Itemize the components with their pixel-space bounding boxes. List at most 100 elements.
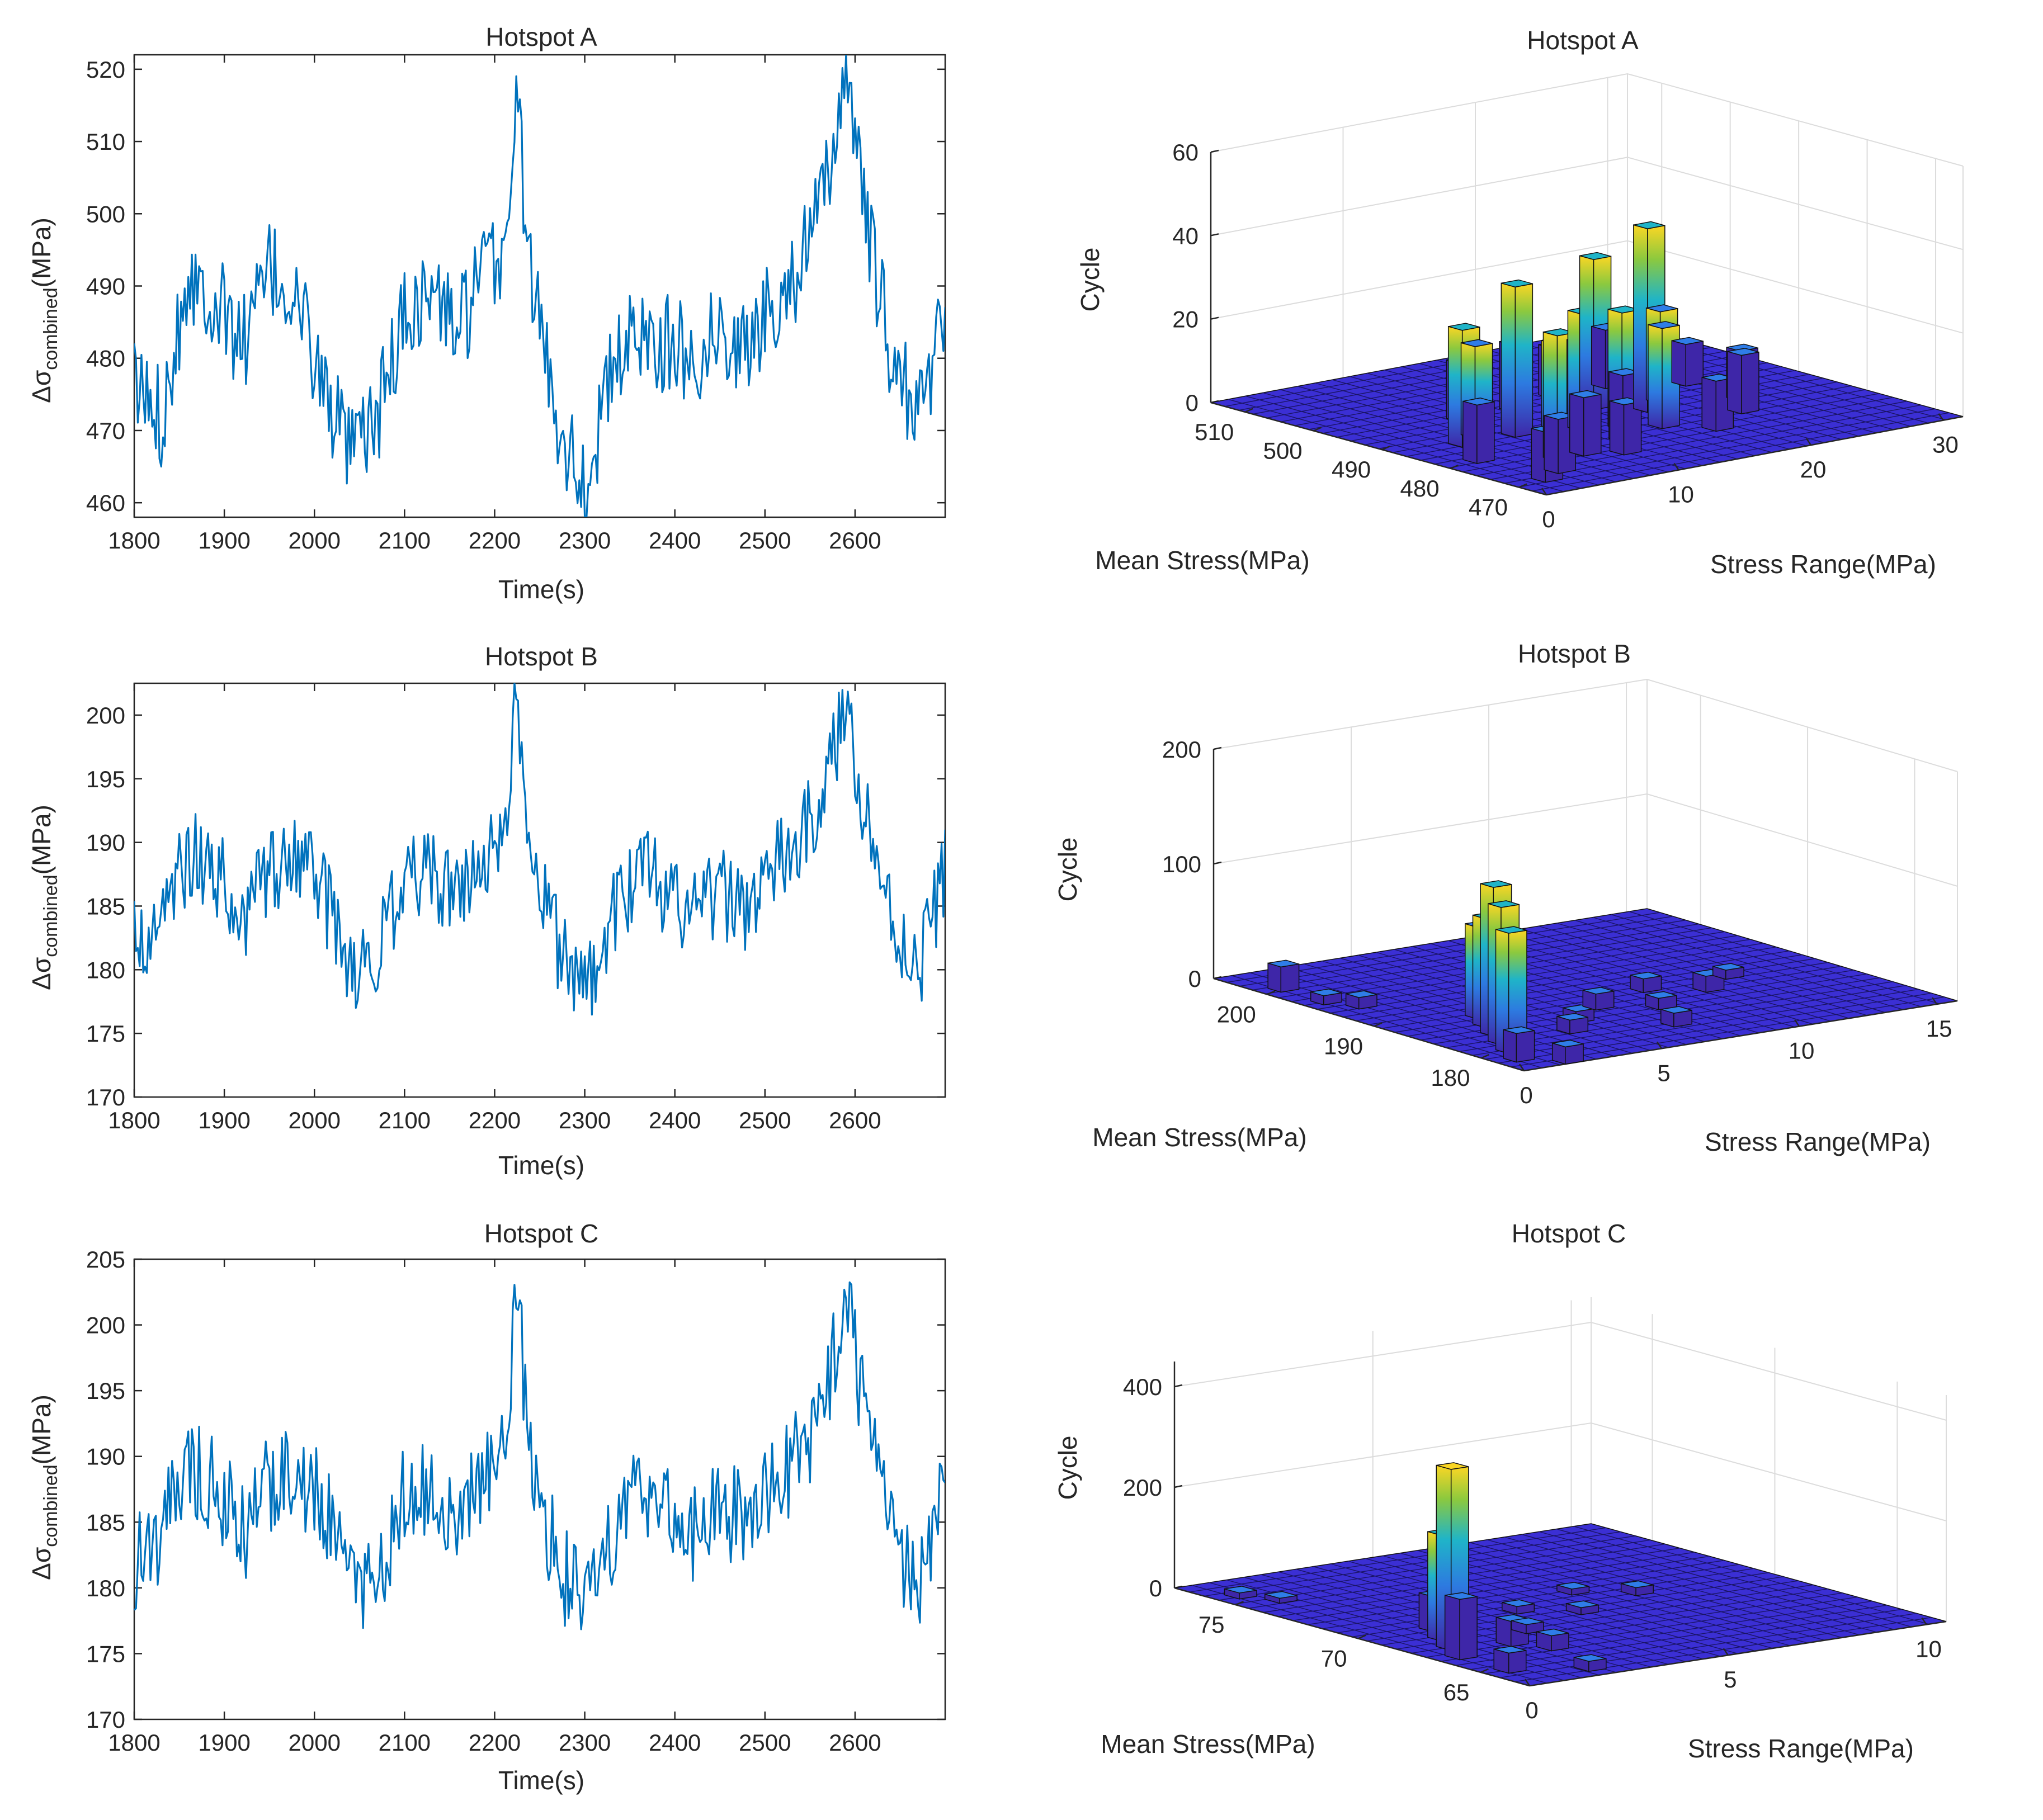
bar-top (1511, 1617, 1544, 1625)
y-label-sub: combined (40, 287, 62, 370)
bar (1556, 1582, 1590, 1596)
floor-grid-line (1239, 916, 1673, 987)
chart-title: Hotspot B (485, 642, 598, 671)
x-tick-label: 1900 (198, 527, 250, 554)
bar-top (1494, 1646, 1526, 1654)
bar3d-chart-hotspot-c: Hotspot C Cycle Mean Stress(MPa) Stress … (1053, 1219, 1947, 1763)
x-tick-label: 2500 (739, 527, 791, 554)
z-tick-label: 0 (1186, 390, 1199, 416)
x-tick-label: 2500 (739, 1107, 791, 1133)
floor-grid-line (1189, 1527, 1606, 1592)
bar-top (1480, 880, 1512, 888)
y-tick-label: 180 (86, 957, 125, 983)
range-axis-label: Stress Range(MPa) (1710, 550, 1936, 579)
range-tick-label: 0 (1525, 1697, 1538, 1723)
floor-grid-line (1219, 1535, 1636, 1601)
chart-title: Hotspot B (1518, 639, 1631, 668)
bar (1582, 986, 1615, 1011)
mean-tick-label: 200 (1217, 1001, 1256, 1027)
y-tick-label: 510 (86, 129, 125, 155)
y-tick-label: 185 (86, 1509, 125, 1535)
bar-top (1621, 1580, 1654, 1589)
bar-front (1280, 963, 1300, 993)
x-tick-label: 1800 (108, 527, 160, 554)
bar (1503, 1026, 1535, 1063)
x-tick-label: 1900 (198, 1729, 250, 1756)
bar-side (1648, 324, 1663, 429)
bar-side (1462, 400, 1478, 464)
x-tick-label: 2400 (649, 527, 701, 554)
floor-grid-line (1592, 916, 1904, 1010)
range-tick-label: 10 (1789, 1038, 1815, 1064)
bar-side (1544, 415, 1559, 475)
grid-line (1210, 157, 1964, 250)
bar-top (1462, 397, 1495, 406)
range-tick-label: 0 (1542, 506, 1555, 532)
bar-top (1552, 1039, 1584, 1048)
mean-axis (1213, 977, 1525, 1072)
bar (1609, 397, 1642, 456)
bar (1551, 1039, 1584, 1065)
bar-top (1224, 1586, 1257, 1594)
y-tick-label: 200 (86, 1312, 125, 1339)
x-tick-label: 2400 (649, 1107, 701, 1133)
z-axis-label: Cycle (1053, 1435, 1082, 1500)
bar-top (1726, 343, 1758, 352)
y-tick-label: 470 (86, 418, 125, 444)
x-tick-label: 2300 (559, 1107, 611, 1133)
y-tick-label: 175 (86, 1641, 125, 1667)
bar (1630, 971, 1662, 994)
y-tick-label: 200 (86, 702, 125, 729)
bar (1573, 1654, 1607, 1672)
bars (1224, 1462, 1654, 1674)
chart-title: Hotspot C (484, 1219, 599, 1248)
x-axis-label: Time(s) (498, 1766, 584, 1795)
y-tick-label: 170 (86, 1084, 125, 1110)
bar-side (1501, 282, 1516, 438)
range-tick-label: 30 (1932, 432, 1959, 458)
mean-tick-label: 510 (1195, 419, 1234, 445)
bar-front (1685, 341, 1704, 387)
range-tick-label: 5 (1724, 1666, 1737, 1693)
mean-axis-label: Mean Stress(MPa) (1092, 1123, 1306, 1152)
range-axis (1529, 1620, 1947, 1687)
z-tick-label: 0 (1188, 966, 1201, 992)
range-axis-label: Stress Range(MPa) (1688, 1734, 1914, 1763)
mean-tick (1235, 1601, 1244, 1606)
mean-tick-label: 470 (1469, 494, 1508, 521)
bar-top (1556, 1582, 1589, 1590)
y-tick-label: 170 (86, 1706, 125, 1733)
z-tick (1213, 746, 1222, 750)
range-tick-label: 5 (1657, 1060, 1670, 1086)
bar (1645, 991, 1677, 1010)
bar-top (1556, 1013, 1588, 1021)
x-tick-label: 2000 (289, 1107, 341, 1133)
x-tick-label: 2400 (649, 1729, 701, 1756)
x-axis-label: Time(s) (498, 575, 584, 604)
x-tick-label: 1900 (198, 1107, 250, 1133)
z-tick-label: 60 (1172, 139, 1199, 166)
chart-title: Hotspot A (485, 22, 597, 51)
grid-line (1213, 793, 1958, 887)
plot-area (133, 54, 946, 518)
range-tick (1524, 1679, 1531, 1686)
bar (1224, 1586, 1257, 1600)
floor-grid-line (1539, 1531, 1895, 1630)
bar-top (1502, 1599, 1535, 1607)
y-label-sub: combined (40, 874, 62, 957)
bar-side (1503, 1029, 1517, 1063)
bar (1569, 390, 1602, 457)
plot-area (133, 682, 946, 1098)
y-label-unit: (MPa) (27, 1394, 56, 1464)
bar3d-chart-hotspot-b: Hotspot B Cycle Mean Stress(MPa) Stress … (1053, 639, 1958, 1156)
floor-grid-line (1629, 911, 1940, 1004)
bars (1446, 221, 1759, 483)
bar-front (1516, 1030, 1535, 1063)
bar-side (1447, 325, 1463, 448)
bar-side (1591, 325, 1606, 390)
bar (1727, 348, 1759, 415)
bar (1462, 397, 1495, 464)
z-tick (1210, 149, 1219, 153)
range-axis (1523, 1000, 1958, 1072)
y-tick-label: 190 (86, 1444, 125, 1470)
